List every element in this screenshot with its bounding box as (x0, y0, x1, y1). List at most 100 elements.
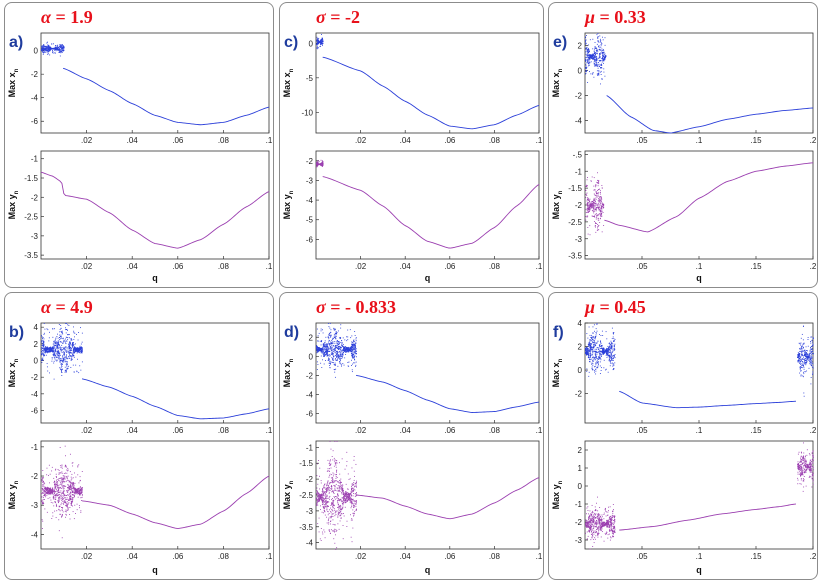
data-point (63, 47, 65, 49)
data-point (327, 349, 329, 351)
data-point (78, 350, 80, 352)
data-point (43, 45, 45, 47)
data-point (321, 163, 323, 164)
data-point (336, 480, 338, 482)
data-point (589, 234, 591, 236)
data-point (66, 494, 68, 496)
data-point (329, 465, 331, 466)
data-point (346, 348, 348, 350)
data-point (65, 357, 67, 359)
data-point (58, 344, 60, 346)
data-point (66, 506, 68, 508)
data-point (327, 323, 329, 324)
data-point (320, 330, 322, 332)
y-axis-label: Max xn (7, 68, 20, 97)
data-point (49, 331, 50, 333)
data-point (326, 509, 328, 511)
data-point (58, 357, 60, 359)
data-point (347, 496, 349, 498)
data-point (70, 348, 72, 350)
data-point (320, 45, 322, 47)
data-point (331, 480, 333, 482)
data-point (352, 350, 353, 352)
data-point (42, 357, 44, 359)
data-point (52, 50, 54, 52)
data-point (48, 491, 50, 493)
data-point (62, 498, 64, 500)
data-point (345, 493, 346, 494)
data-point (328, 359, 330, 361)
data-point (62, 492, 64, 494)
x-tick-label: .04 (127, 136, 139, 145)
data-point (316, 348, 317, 349)
data-point (69, 481, 71, 483)
data-point (59, 361, 61, 363)
data-point (316, 348, 318, 350)
data-point (330, 520, 332, 522)
data-point (335, 349, 337, 351)
data-point (334, 349, 336, 351)
data-point (74, 482, 76, 484)
data-point (48, 347, 50, 349)
data-point (43, 492, 45, 494)
data-point (324, 346, 326, 348)
data-point (51, 357, 53, 358)
data-point (355, 353, 357, 355)
data-point (328, 334, 330, 336)
data-point (337, 501, 339, 503)
panel-b: b) α = 4.9 -6 -4 -2 0 2 4.02.04.06.08.1 Max xn -4… (4, 292, 274, 580)
data-point (58, 489, 59, 491)
data-point (597, 219, 599, 221)
data-point (52, 52, 54, 54)
data-point (67, 470, 69, 472)
data-point (601, 61, 603, 63)
data-point (64, 497, 66, 499)
data-point (346, 525, 348, 527)
data-point (55, 338, 57, 340)
data-point (58, 497, 60, 499)
data-point (333, 356, 335, 358)
data-point (51, 350, 53, 352)
data-point (55, 48, 57, 50)
data-point (60, 44, 62, 46)
data-point (61, 330, 63, 332)
data-point (41, 493, 42, 495)
data-point (322, 349, 324, 351)
data-point (340, 517, 342, 519)
data-point (41, 358, 43, 360)
y-tick-label: -2 (31, 373, 39, 382)
data-point (331, 486, 333, 487)
data-point (602, 54, 604, 56)
y-tick-label: -4 (31, 94, 39, 103)
data-point (51, 492, 53, 494)
data-point (64, 481, 66, 483)
data-point (333, 485, 335, 486)
data-point (602, 60, 604, 62)
data-point (69, 350, 71, 352)
data-point (596, 73, 598, 75)
data-point (68, 334, 70, 336)
data-point (596, 62, 598, 64)
data-point (316, 350, 318, 352)
data-point (343, 347, 344, 349)
data-point (352, 357, 354, 359)
data-point (81, 488, 83, 490)
data-point (65, 332, 67, 334)
x-tick-label: .04 (127, 552, 139, 561)
data-point (586, 69, 588, 71)
data-point (320, 39, 322, 41)
data-point (70, 484, 72, 486)
data-point (48, 50, 50, 51)
data-point (46, 474, 48, 476)
data-point (71, 502, 73, 504)
data-point (324, 511, 326, 513)
data-point (47, 491, 49, 493)
data-point (599, 60, 601, 61)
data-point (51, 493, 53, 495)
data-point (60, 349, 61, 350)
data-point (596, 48, 598, 50)
data-point (354, 493, 356, 495)
y-tick-label: 2 (578, 42, 583, 51)
data-point (51, 360, 53, 362)
